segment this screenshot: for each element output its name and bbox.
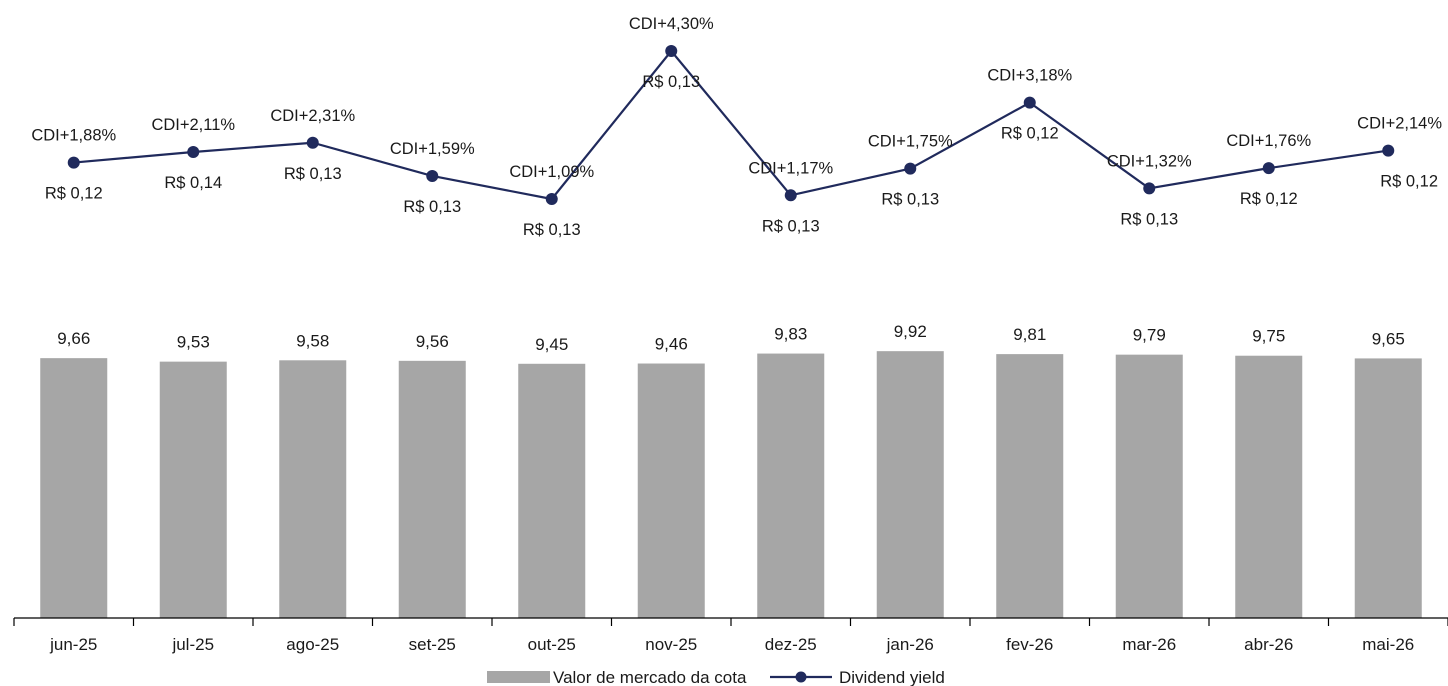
- dividend-yield-label: CDI+1,75%: [868, 133, 953, 151]
- legend-line-marker: [795, 671, 807, 683]
- dividend-yield-label: CDI+1,76%: [1226, 132, 1311, 150]
- bar-jun-25: [40, 358, 108, 618]
- bar-value-label: 9,56: [416, 332, 449, 351]
- bar-abr-26: [1235, 355, 1303, 618]
- dividend-yield-point: [784, 189, 797, 202]
- bar-jul-25: [159, 361, 227, 618]
- dividend-amount-label: R$ 0,13: [642, 73, 700, 91]
- dividend-yield-line: [73, 49, 1389, 201]
- dividend-yield-point: [545, 193, 558, 205]
- bar-value-label: 9,65: [1372, 329, 1405, 348]
- legend-bar-label: Valor de mercado da cota: [553, 668, 747, 686]
- x-tick-label: jun-25: [49, 635, 97, 654]
- bar-dez-25: [757, 353, 825, 618]
- bar-value-label: 9,75: [1252, 327, 1285, 346]
- bar-jan-26: [876, 351, 944, 618]
- bar-value-label: 9,58: [296, 331, 329, 350]
- bar-nov-25: [637, 363, 705, 618]
- dividend-amount-label: R$ 0,13: [284, 165, 342, 183]
- dividend-yield-point: [1382, 144, 1395, 157]
- bar-set-25: [398, 360, 466, 618]
- dividend-yield-label: CDI+1,59%: [390, 140, 475, 158]
- x-tick-label: jul-25: [171, 635, 214, 654]
- x-axis: jun-25 jul-25 ago-25 set-25 out-25 nov-25 dez-…: [13, 617, 1448, 654]
- dividend-yield-label: CDI+1,88%: [31, 127, 116, 145]
- dividend-amount-label: R$ 0,13: [762, 217, 820, 235]
- x-tick-label: dez-25: [765, 635, 817, 654]
- bar-value-label: 9,79: [1133, 326, 1166, 345]
- legend: Valor de mercado da cota Dividend yield: [487, 668, 945, 686]
- dividend-yield-label: CDI+3,18%: [987, 67, 1072, 85]
- dividend-amount-label: R$ 0,13: [881, 191, 939, 209]
- dividend-amount-label: R$ 0,12: [45, 185, 103, 203]
- dividend-yield-label: CDI+1,09%: [509, 163, 594, 181]
- dividend-amount-label: R$ 0,13: [403, 198, 461, 216]
- dividend-amount-label: R$ 0,12: [1240, 190, 1298, 208]
- x-tick-label: jan-26: [886, 635, 934, 654]
- dividend-yield-line-layer: [67, 45, 1395, 205]
- dividend-yield-label: CDI+2,11%: [151, 116, 235, 134]
- dividend-amount-label: R$ 0,13: [523, 221, 581, 239]
- dividend-amount-label: R$ 0,13: [1120, 210, 1178, 228]
- x-tick-label: nov-25: [645, 635, 697, 654]
- x-tick-label: out-25: [528, 635, 576, 654]
- x-tick-label: set-25: [409, 635, 456, 654]
- bar-value-label: 9,66: [57, 329, 90, 348]
- legend-line-label: Dividend yield: [839, 668, 945, 686]
- dividend-yield-point: [665, 45, 678, 57]
- dividend-yield-point: [1143, 182, 1156, 195]
- dividend-yield-point: [426, 169, 439, 182]
- dividend-yield-label: CDI+4,30%: [629, 15, 714, 33]
- bar-value-label: 9,81: [1013, 325, 1046, 344]
- dividend-yield-label: CDI+1,32%: [1107, 152, 1192, 170]
- x-tick-label: abr-26: [1244, 635, 1293, 654]
- bar-value-label: 9,92: [894, 322, 927, 341]
- dividend-yield-point: [904, 162, 917, 175]
- dividend-yield-point: [1262, 162, 1275, 175]
- dividend-yield-point: [187, 145, 200, 158]
- x-tick-label: mai-26: [1362, 635, 1414, 654]
- bar-mar-26: [1115, 354, 1183, 618]
- x-tick-label: mar-26: [1122, 635, 1176, 654]
- legend-bar-swatch: [487, 671, 550, 683]
- bar-value-label: 9,45: [535, 335, 568, 354]
- dividend-amount-label: R$ 0,12: [1001, 125, 1059, 143]
- bar-mai-26: [1354, 358, 1422, 618]
- bar-value-label: 9,53: [177, 333, 210, 352]
- bar-fev-26: [996, 354, 1064, 618]
- data-labels-layer: 9,66 9,53 9,58 9,56 9,45 9,46 9,83 9,92 9,81 9,79…: [31, 15, 1442, 354]
- bar-value-label: 9,46: [655, 335, 688, 354]
- dividend-yield-point: [1023, 96, 1036, 109]
- x-tick-label: ago-25: [286, 635, 339, 654]
- bar-value-label: 9,83: [774, 325, 807, 344]
- dividend-yield-label: CDI+2,14%: [1357, 115, 1442, 133]
- dividend-yield-point: [67, 156, 80, 169]
- dividend-amount-label: R$ 0,14: [164, 174, 222, 192]
- bar-ago-25: [279, 360, 347, 618]
- dividend-yield-label: CDI+2,31%: [270, 107, 355, 125]
- dividend-yield-point: [306, 136, 319, 149]
- dividend-amount-label: R$ 0,12: [1380, 173, 1438, 191]
- x-tick-label: fev-26: [1006, 635, 1053, 654]
- bars-layer: [40, 351, 1422, 618]
- dividend-yield-label: CDI+1,17%: [748, 159, 833, 177]
- bar-out-25: [518, 363, 586, 618]
